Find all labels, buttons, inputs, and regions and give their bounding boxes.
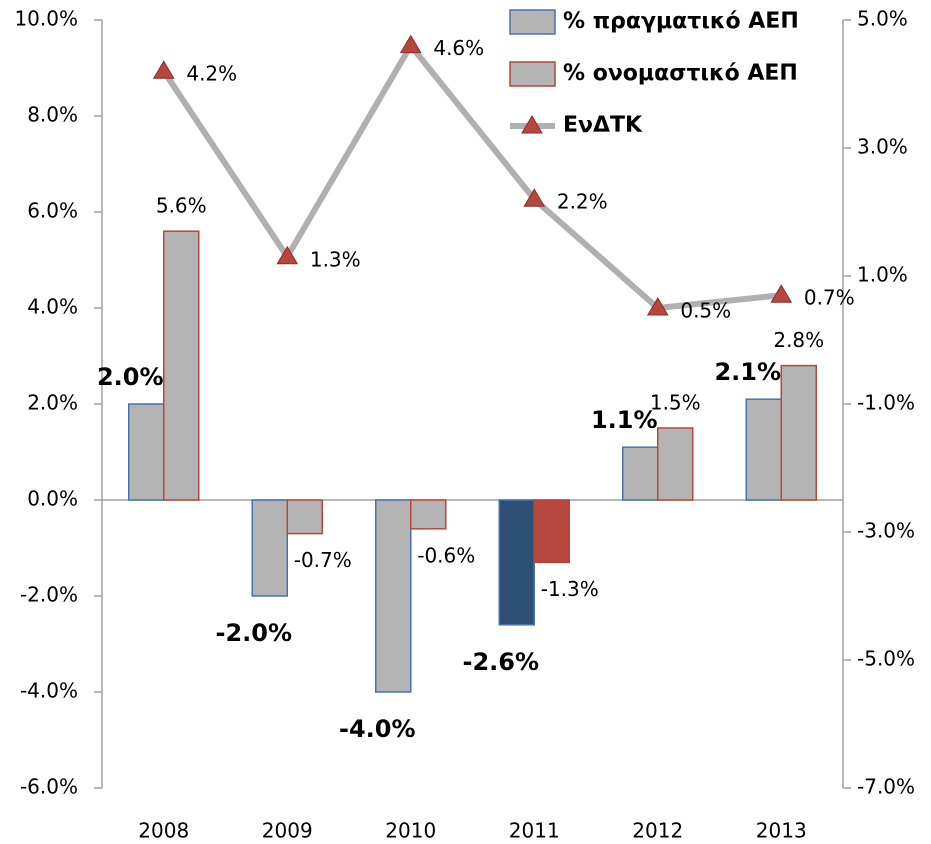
y-tick-label: -6.0% <box>20 775 78 799</box>
y2-tick-label: 5.0% <box>857 7 908 31</box>
bar <box>533 499 570 564</box>
bar <box>622 446 659 501</box>
bar <box>745 398 782 501</box>
bar-value-label: 2.0% <box>97 363 164 391</box>
bar-value-label: -2.0% <box>215 619 292 647</box>
bar <box>410 499 447 530</box>
y-tick-label: -4.0% <box>20 679 78 703</box>
bar-value-label: 2.1% <box>714 358 781 386</box>
bar <box>498 499 535 626</box>
y2-tick-label: -1.0% <box>857 391 915 415</box>
y-tick-label: 8.0% <box>27 103 78 127</box>
x-tick-label: 2011 <box>509 819 560 843</box>
bar-value-label: 1.5% <box>650 391 701 415</box>
x-tick-label: 2013 <box>756 819 807 843</box>
legend-label: % ονομαστικό ΑΕΠ <box>563 61 798 86</box>
line <box>161 42 782 311</box>
y2-tick-label: 3.0% <box>857 135 908 159</box>
legend-swatch <box>509 61 556 87</box>
line-value-label: 0.7% <box>804 286 855 310</box>
y-tick-label: 2.0% <box>27 391 78 415</box>
bar-value-label: 5.6% <box>156 194 207 218</box>
bar <box>251 499 288 597</box>
bar <box>375 499 412 693</box>
y-tick-label: -2.0% <box>20 583 78 607</box>
legend-marker <box>521 115 543 134</box>
bar-value-label: -4.0% <box>339 715 416 743</box>
bar-value-label: -0.6% <box>417 543 475 567</box>
bar <box>286 499 323 535</box>
legend-swatch <box>509 9 556 35</box>
y2-tick-label: -5.0% <box>857 647 915 671</box>
y-tick-label: 0.0% <box>27 487 78 511</box>
bar <box>163 230 200 501</box>
bar <box>780 364 817 501</box>
line-value-label: 2.2% <box>557 190 608 214</box>
line-value-label: 0.5% <box>680 299 731 323</box>
bar <box>657 427 694 501</box>
y2-tick-label: -3.0% <box>857 519 915 543</box>
y2-tick-label: 1.0% <box>857 263 908 287</box>
bar <box>128 403 165 501</box>
legend-label: ΕνΔΤΚ <box>563 113 643 138</box>
x-tick-label: 2010 <box>385 819 436 843</box>
bar-value-label: -1.3% <box>541 577 599 601</box>
line-marker <box>276 245 299 265</box>
x-tick-label: 2008 <box>138 819 189 843</box>
x-tick-label: 2012 <box>632 819 683 843</box>
line-marker <box>152 60 175 79</box>
bar-value-label: 1.1% <box>591 406 658 434</box>
y-tick-label: 10.0% <box>14 7 78 31</box>
line-value-label: 4.2% <box>186 62 237 86</box>
y2-tick-label: -7.0% <box>857 775 915 799</box>
legend-label: % πραγματικό ΑΕΠ <box>563 9 799 34</box>
line-value-label: 4.6% <box>433 36 484 60</box>
line-marker <box>399 34 422 54</box>
bar-value-label: -2.6% <box>462 648 539 676</box>
line-marker <box>770 284 793 303</box>
x-tick-label: 2009 <box>262 819 313 843</box>
y-tick-label: 4.0% <box>27 295 78 319</box>
line-marker <box>646 297 669 316</box>
bar-value-label: 2.8% <box>773 328 824 352</box>
bar-value-label: -0.7% <box>294 548 352 572</box>
line-value-label: 1.3% <box>310 247 361 271</box>
line-marker <box>523 188 546 207</box>
y-tick-label: 6.0% <box>27 199 78 223</box>
